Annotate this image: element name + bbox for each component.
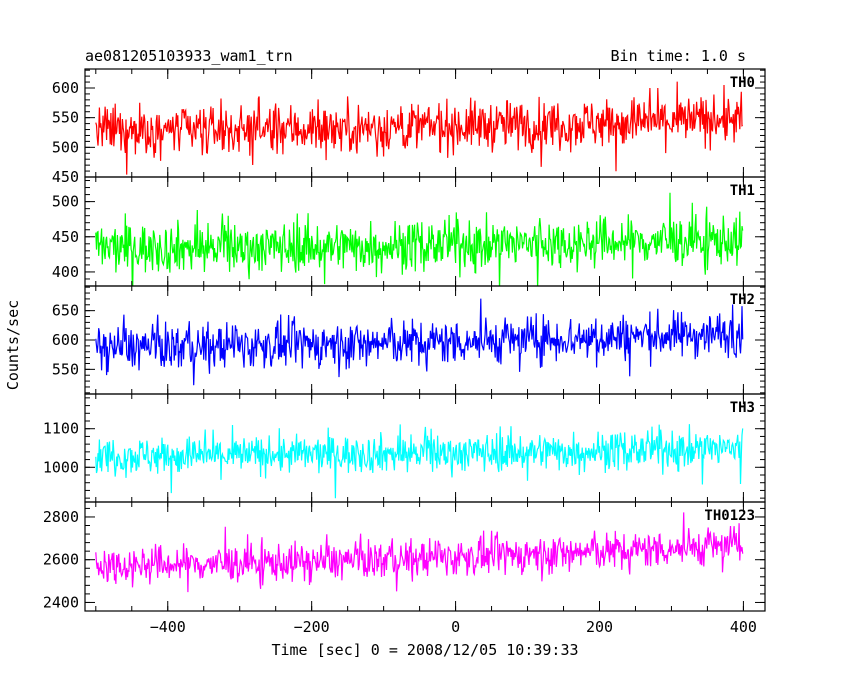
y-tick-label: 500 [52, 193, 79, 211]
panel-frame [84, 501, 766, 612]
x-tick-label: 0 [451, 618, 460, 636]
panel-th0123: 2400 2600 2800 TH0123 [43, 501, 766, 612]
y-axis-label: Counts/sec [4, 300, 22, 390]
panels-group: 450 500 550 600 TH0 400 450 500 TH1 550 600 650 TH2 1… [43, 68, 766, 612]
x-axis: −400 −200 0 200 400 [150, 618, 757, 636]
x-tick-label: 400 [730, 618, 757, 636]
x-tick-label: −400 [150, 618, 186, 636]
y-tick-label: 600 [52, 79, 79, 97]
panel-label: TH3 [730, 400, 755, 416]
y-tick-label: 550 [52, 109, 79, 127]
panel-th3: 1000 1100 TH3 [43, 393, 766, 503]
x-tick-label: −200 [294, 618, 330, 636]
panel-label: TH0 [730, 75, 755, 91]
series-th2 [95, 298, 744, 386]
panel-label: TH0123 [704, 508, 755, 524]
y-tick-label: 450 [52, 168, 79, 186]
y-tick-label: 500 [52, 138, 79, 156]
y-tick-label: 2400 [43, 593, 79, 611]
y-tick-label: 600 [52, 331, 79, 349]
bin-time-label: Bin time: 1.0 s [611, 47, 746, 65]
series-th0123 [95, 512, 744, 593]
y-tick-label: 550 [52, 360, 79, 378]
y-tick-label: 400 [52, 263, 79, 281]
y-tick-label: 450 [52, 228, 79, 246]
y-tick-label: 2800 [43, 508, 79, 526]
panel-label: TH1 [730, 183, 755, 199]
x-axis-label: Time [sec] 0 = 2008/12/05 10:39:33 [271, 641, 578, 659]
chart-title: ae081205103933_wam1_trn [85, 47, 293, 65]
panel-th2: 550 600 650 TH2 [52, 285, 766, 395]
y-tick-label: 1000 [43, 458, 79, 476]
panel-th0: 450 500 550 600 TH0 [52, 68, 766, 186]
series-th3 [95, 424, 744, 499]
panel-label: TH2 [730, 292, 755, 308]
x-tick-label: 200 [586, 618, 613, 636]
series-th1 [95, 192, 744, 286]
y-tick-label: 1100 [43, 420, 79, 438]
y-tick-label: 650 [52, 302, 79, 320]
y-tick-label: 2600 [43, 551, 79, 569]
series-th0 [95, 81, 743, 175]
